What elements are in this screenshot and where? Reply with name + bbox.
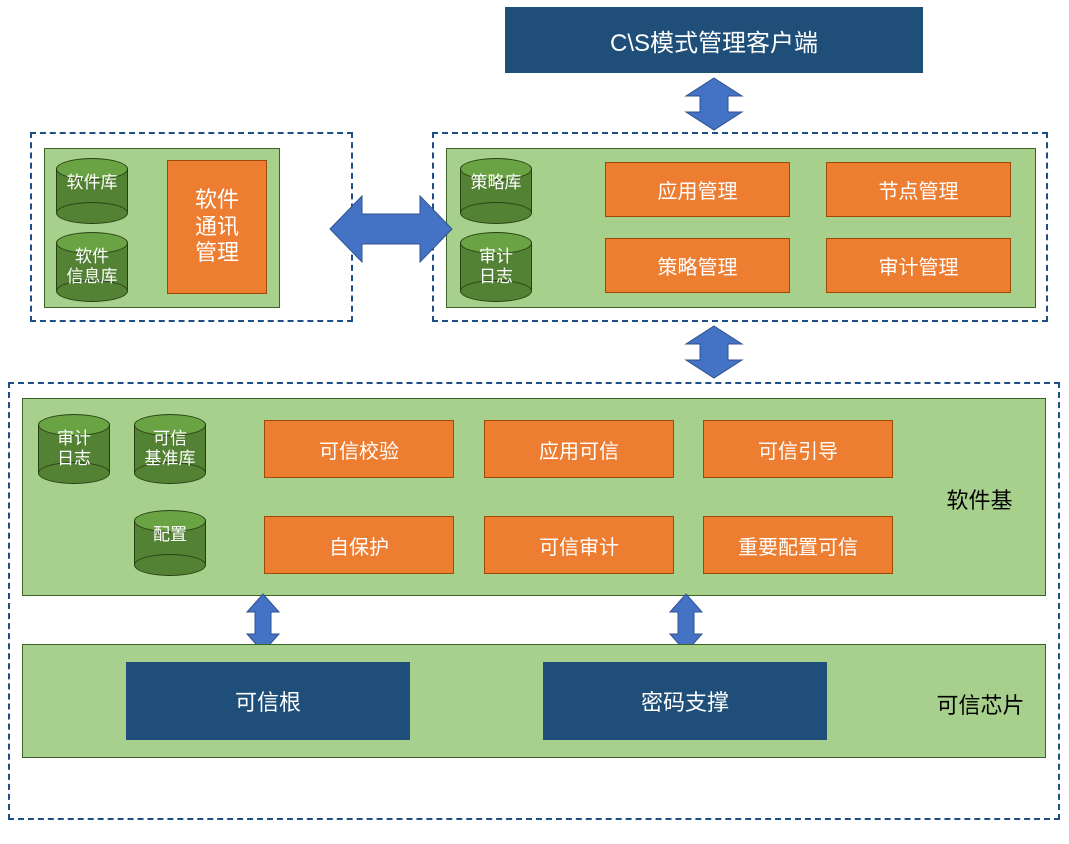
mr-orange-a-label: 应用管理	[658, 175, 738, 204]
bottom-lower-label: 可信芯片	[918, 688, 1043, 720]
bl-block-right-label: 密码支撑	[641, 685, 729, 717]
arrow-middle-to-bottom	[686, 326, 742, 378]
mr-orange-a: 应用管理	[605, 162, 790, 217]
bl-block-left-label: 可信根	[235, 685, 301, 717]
bu-orange-r1c2: 应用可信	[484, 420, 674, 478]
bu-cyl-a-label: 审计日志	[38, 429, 110, 468]
arrow-middle-lr	[330, 192, 452, 266]
mr-cyl-bottom-label: 审计日志	[460, 247, 532, 286]
bu-orange-r1c1-label: 可信校验	[319, 435, 399, 464]
header-block: C\S模式管理客户端	[505, 7, 923, 73]
bu-orange-r2c1: 自保护	[264, 516, 454, 574]
bu-orange-r2c2-label: 可信审计	[539, 531, 619, 560]
bu-cyl-b: 可信基准库	[134, 414, 206, 482]
mr-cyl-top: 策略库	[460, 158, 532, 222]
bu-orange-r2c3: 重要配置可信	[703, 516, 893, 574]
ml-cyl-top: 软件库	[56, 158, 128, 222]
diagram-canvas: C\S模式管理客户端 软件通讯管理 应用管理 节点管理 策略管理 审计管理 软件…	[0, 0, 1069, 844]
bu-cyl-c-label: 配置	[134, 525, 206, 545]
bu-orange-r1c3-label: 可信引导	[758, 435, 838, 464]
header-title: C\S模式管理客户端	[610, 23, 818, 58]
bu-orange-r1c1: 可信校验	[264, 420, 454, 478]
arrow-header-to-middle	[686, 78, 742, 130]
middle-left-orange-label: 软件通讯管理	[193, 187, 241, 266]
bottom-upper-label: 软件基	[920, 483, 1045, 515]
bu-orange-r1c2-label: 应用可信	[539, 435, 619, 464]
ml-cyl-bottom-label: 软件信息库	[56, 247, 128, 286]
ml-cyl-bottom: 软件信息库	[56, 232, 128, 300]
mr-cyl-top-label: 策略库	[460, 173, 532, 193]
mr-orange-c: 策略管理	[605, 238, 790, 293]
bl-block-left: 可信根	[126, 662, 410, 740]
bu-orange-r2c3-label: 重要配置可信	[738, 531, 858, 560]
bu-cyl-c: 配置	[134, 510, 206, 574]
middle-left-orange: 软件通讯管理	[167, 160, 267, 294]
bottom-upper-label-text: 软件基	[946, 488, 1018, 513]
mr-orange-d-label: 审计管理	[879, 251, 959, 280]
bu-orange-r2c1-label: 自保护	[329, 531, 389, 560]
mr-orange-b: 节点管理	[826, 162, 1011, 217]
bl-block-right: 密码支撑	[543, 662, 827, 740]
mr-cyl-bottom: 审计日志	[460, 232, 532, 300]
mr-orange-d: 审计管理	[826, 238, 1011, 293]
bu-cyl-a: 审计日志	[38, 414, 110, 482]
mr-orange-c-label: 策略管理	[658, 251, 738, 280]
bu-cyl-b-label: 可信基准库	[134, 429, 206, 468]
ml-cyl-top-label: 软件库	[56, 173, 128, 193]
bu-orange-r1c3: 可信引导	[703, 420, 893, 478]
mr-orange-b-label: 节点管理	[879, 175, 959, 204]
bu-orange-r2c2: 可信审计	[484, 516, 674, 574]
bottom-lower-label-text: 可信芯片	[936, 693, 1024, 718]
